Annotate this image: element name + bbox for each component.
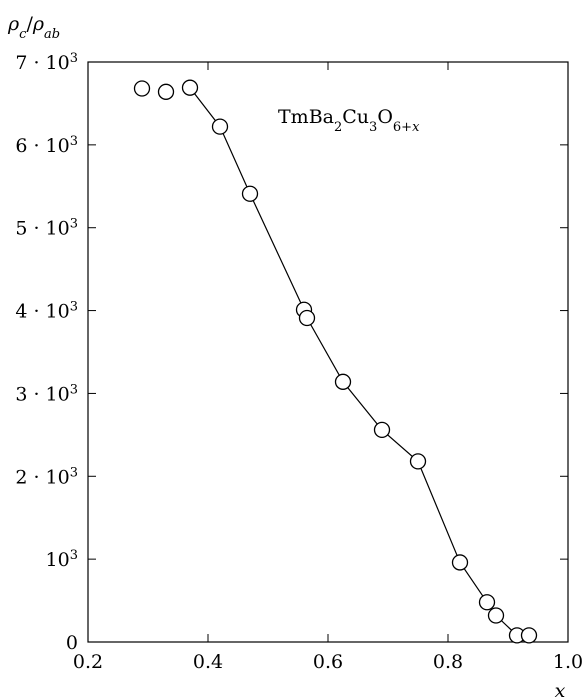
axes — [87, 61, 569, 643]
data-point — [487, 607, 505, 624]
x-tick-label: 0.4 — [193, 651, 223, 673]
data-point — [373, 421, 391, 439]
data-point — [181, 79, 199, 96]
x-axis-label: x — [555, 680, 566, 700]
data-point — [157, 83, 175, 100]
x-tick-label: 0.8 — [433, 651, 463, 673]
tick-labels: 0.2 0.4 0.6 0.8 1.0 0 103 2 · 103 3 · 103 4 · 103… — [15, 51, 583, 674]
data-point — [478, 594, 496, 611]
y-tick-label: 0 — [66, 632, 78, 654]
plot-frame — [87, 61, 569, 643]
data-point — [409, 453, 427, 470]
data-point — [298, 309, 316, 327]
y-tick-label: 103 — [46, 548, 78, 572]
data-point — [334, 373, 352, 390]
data-point — [133, 80, 151, 97]
x-tick-label: 0.6 — [313, 651, 343, 673]
data-point — [451, 554, 469, 571]
y-tick-label: 2 · 103 — [15, 465, 78, 489]
y-tick-label: 5 · 103 — [15, 216, 78, 240]
y-tick-label: 6 · 103 — [15, 133, 78, 157]
compound-annotation: TmBa2Cu3O6+x — [278, 106, 420, 135]
y-axis-label: ρc/ρab — [7, 13, 60, 42]
data-point — [520, 627, 538, 644]
trend-line — [189, 87, 529, 637]
y-tick-label: 4 · 103 — [15, 299, 78, 323]
x-tick-label: 1.0 — [553, 651, 583, 673]
y-tick-label: 3 · 103 — [15, 382, 78, 406]
data-point — [211, 118, 229, 135]
x-tick-label: 0.2 — [73, 651, 103, 673]
data-points — [133, 79, 538, 644]
data-line — [189, 87, 529, 637]
y-tick-label: 7 · 103 — [15, 51, 78, 75]
data-point — [241, 185, 259, 202]
